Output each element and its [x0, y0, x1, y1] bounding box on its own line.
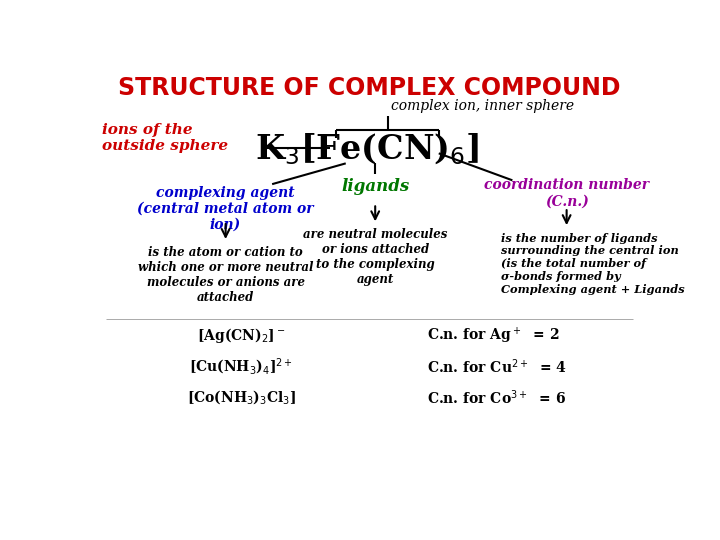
Text: ions of the
outside sphere: ions of the outside sphere	[102, 123, 228, 153]
Text: K$_3$[Fe(CN)$_6$]: K$_3$[Fe(CN)$_6$]	[256, 132, 480, 167]
Text: [Co(NH$_3$)$_3$Cl$_3$]: [Co(NH$_3$)$_3$Cl$_3$]	[186, 389, 296, 406]
Text: is the number of ligands
surrounding the central ion
(is the total number of
σ-b: is the number of ligands surrounding the…	[500, 233, 685, 295]
Text: [Ag(CN)$_2$]$^-$: [Ag(CN)$_2$]$^-$	[197, 326, 285, 346]
Text: ligands: ligands	[341, 178, 410, 195]
Text: [Cu(NH$_3$)$_4$]$^{2+}$: [Cu(NH$_3$)$_4$]$^{2+}$	[189, 356, 293, 377]
Text: is the atom or cation to
which one or more neutral
molecules or anions are
attac: is the atom or cation to which one or mo…	[138, 246, 313, 303]
Text: complex ion, inner sphere: complex ion, inner sphere	[392, 99, 575, 113]
Text: coordination number
(C.n.): coordination number (C.n.)	[484, 178, 649, 208]
Text: complexing agent
(central metal atom or
ion): complexing agent (central metal atom or …	[138, 186, 314, 232]
Text: C.n. for Co$^{3+}$  = 6: C.n. for Co$^{3+}$ = 6	[427, 388, 566, 407]
Text: STRUCTURE OF COMPLEX COMPOUND: STRUCTURE OF COMPLEX COMPOUND	[118, 76, 620, 100]
Text: C.n. for Cu$^{2+}$  = 4: C.n. for Cu$^{2+}$ = 4	[427, 357, 567, 376]
Text: C.n. for Ag$^+$  = 2: C.n. for Ag$^+$ = 2	[427, 326, 559, 346]
Text: are neutral molecules
or ions attached
to the complexing
agent: are neutral molecules or ions attached t…	[303, 228, 447, 286]
